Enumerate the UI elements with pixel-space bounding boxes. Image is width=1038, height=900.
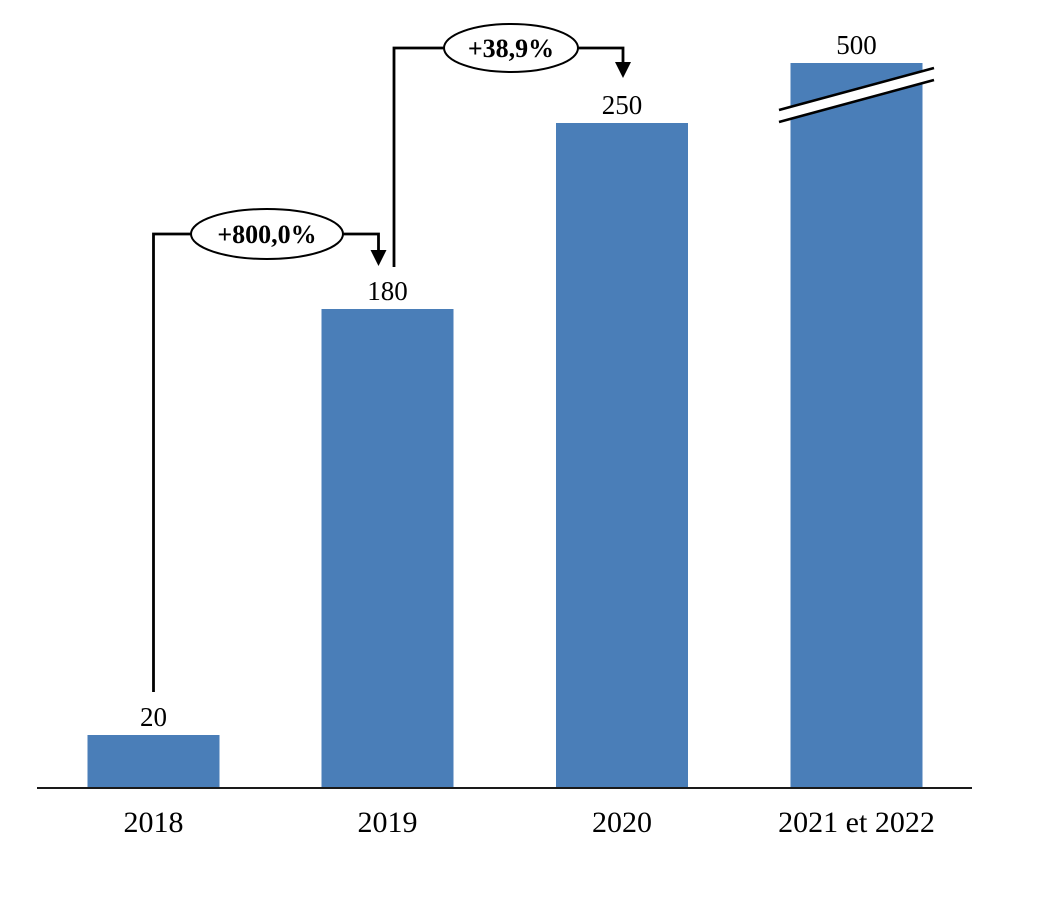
annotation-connector-left [152,232,192,692]
axis-break-line-top [778,66,935,112]
bar-2019 [321,309,454,788]
bar-value-label: 500 [836,30,877,60]
bar-2021-et-2022 [790,63,923,788]
x-axis-label: 2021 et 2022 [778,806,935,839]
growth-label: +800,0% [217,220,316,249]
bar-value-label: 250 [602,90,643,120]
axis-break-marks [777,66,936,124]
x-axis-label: 2018 [124,806,184,839]
annotation-growth-2019-2020: +38,9% [392,23,631,267]
bar-value-label: 20 [140,702,167,732]
growth-ellipse [190,208,344,260]
annotation-connector-left [392,46,445,267]
growth-ellipse [443,23,579,73]
annotation-connector-right [577,46,625,63]
arrow-down-icon [370,250,387,266]
annotation-growth-2018-2019: +800,0% [152,208,387,692]
growth-label: +38,9% [468,34,554,63]
bar-2018 [87,734,220,788]
bar-2020 [556,123,688,788]
bar-value-label: 180 [367,276,408,306]
axis-break-gap [777,67,936,123]
axis-break-line-bottom [778,78,935,124]
arrow-down-icon [615,62,631,78]
bars-layer: 20 2018 180 2019 250 2020 500 2021 et 2022 [87,30,935,839]
x-axis-label: 2019 [358,806,418,839]
x-axis-label: 2020 [592,806,652,839]
annotation-connector-right [342,232,380,251]
